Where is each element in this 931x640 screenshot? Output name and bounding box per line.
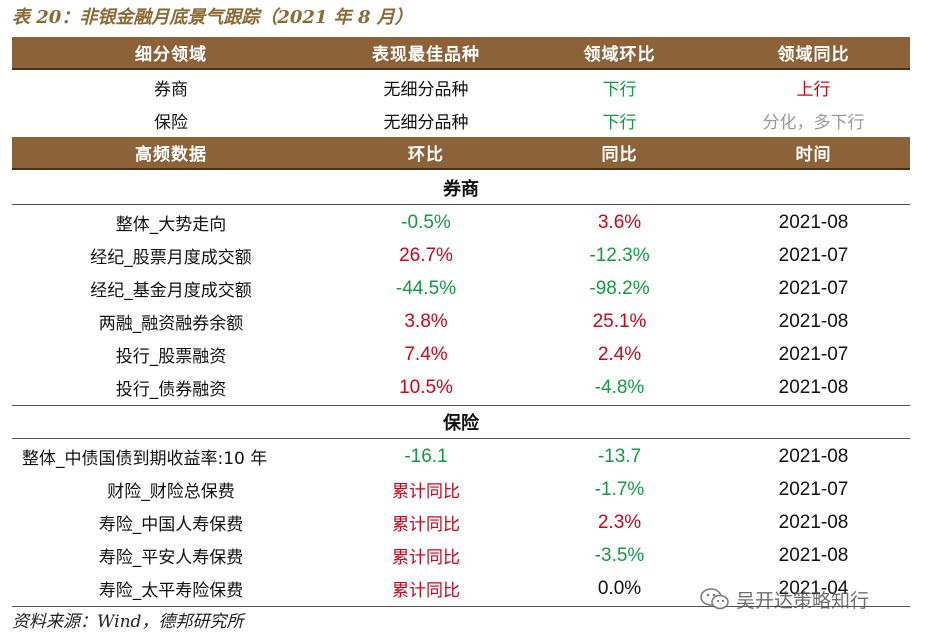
mom-value: 3.8% xyxy=(404,310,448,332)
header-cell: 表现最佳品种 xyxy=(372,45,480,65)
yoy-value: 25.1% xyxy=(592,310,647,332)
time-value: 2021-08 xyxy=(778,511,849,533)
indicator-name: 两融_融资融券余额 xyxy=(98,314,244,334)
yoy-value: 2.4% xyxy=(597,343,642,365)
time-value: 2021-07 xyxy=(778,277,849,299)
indicator-name: 投行_股票融资 xyxy=(115,347,227,367)
time-value: 2021-07 xyxy=(778,343,849,365)
table-row: 两融_融资融券余额 3.8% 25.1% 2021-08 xyxy=(12,305,910,338)
indicator-name: 投行_债券融资 xyxy=(115,380,227,400)
time-value: 2021-08 xyxy=(778,211,849,233)
yoy-value: 3.6% xyxy=(597,211,642,233)
mom-value: -44.5% xyxy=(395,277,457,299)
source-note: 资料来源：Wind，德邦研究所 xyxy=(12,612,244,632)
time-value: 2021-08 xyxy=(778,376,849,398)
mom-value: -16.1 xyxy=(404,445,448,467)
header-cell: 细分领域 xyxy=(135,45,207,65)
table-row: 整体_大势走向 -0.5% 3.6% 2021-08 xyxy=(12,206,910,239)
sector-yoy: 分化，多下行 xyxy=(762,113,865,133)
mom-value: -0.5% xyxy=(401,211,451,233)
table-row: 财险_财险总保费 累计同比 -1.7% 2021-07 xyxy=(12,473,910,506)
sector-name: 保险 xyxy=(154,113,188,133)
table-row: 经纪_基金月度成交额 -44.5% -98.2% 2021-07 xyxy=(12,272,910,305)
header-cell: 环比 xyxy=(408,145,444,165)
table-row: 投行_股票融资 7.4% 2.4% 2021-07 xyxy=(12,338,910,371)
header-cell: 领域环比 xyxy=(583,45,656,65)
table-row: 寿险_平安人寿保费 累计同比 -3.5% 2021-08 xyxy=(12,539,910,572)
time-value: 2021-07 xyxy=(778,478,849,500)
header-cell: 领域同比 xyxy=(777,45,850,65)
wechat-icon xyxy=(700,588,729,610)
time-value: 2021-08 xyxy=(778,544,849,566)
sector-yoy: 上行 xyxy=(796,80,831,100)
indicator-name: 整体_中债国债到期收益率:10 年 xyxy=(22,449,268,469)
section-label-insurance: 保险 xyxy=(12,406,910,439)
time-value: 2021-08 xyxy=(778,445,849,467)
indicator-name: 经纪_股票月度成交额 xyxy=(90,248,252,268)
header-cell: 高频数据 xyxy=(135,145,207,165)
table-title: 表 20：非银金融月底景气跟踪（2021 年 8 月） xyxy=(12,7,413,28)
table-header-highfreq: 高频数据 环比 同比 时间 xyxy=(12,137,910,170)
watermark-text: 吴开达策略知行 xyxy=(736,589,870,612)
mom-value: 累计同比 xyxy=(392,581,460,601)
mom-value: 累计同比 xyxy=(392,482,460,502)
table-row: 寿险_中国人寿保费 累计同比 2.3% 2021-08 xyxy=(12,506,910,539)
sector-mom: 下行 xyxy=(602,80,637,100)
sector-mom: 下行 xyxy=(602,113,637,133)
time-value: 2021-08 xyxy=(778,310,849,332)
yoy-value: -1.7% xyxy=(594,478,645,500)
yoy-value: -13.7 xyxy=(597,445,642,467)
watermark: 吴开达策略知行 xyxy=(700,583,869,615)
header-cell: 同比 xyxy=(601,145,638,165)
indicator-name: 寿险_平安人寿保费 xyxy=(98,548,244,568)
mom-value: 10.5% xyxy=(399,376,453,398)
yoy-value: -4.8% xyxy=(594,376,645,398)
indicator-name: 整体_大势走向 xyxy=(115,215,227,235)
table-header-sector: 细分领域 表现最佳品种 领域环比 领域同比 xyxy=(12,37,910,70)
mom-value: 26.7% xyxy=(399,244,453,266)
indicator-name: 寿险_中国人寿保费 xyxy=(98,515,244,535)
indicator-name: 寿险_太平寿险保费 xyxy=(98,581,244,601)
table-row: 投行_债券融资 10.5% -4.8% 2021-08 xyxy=(12,371,910,404)
header-cell: 时间 xyxy=(795,145,832,165)
table-row: 整体_中债国债到期收益率:10 年 -16.1 -13.7 2021-08 xyxy=(12,440,910,473)
yoy-value: -12.3% xyxy=(589,244,650,266)
yoy-value: -98.2% xyxy=(589,277,650,299)
table-row: 经纪_股票月度成交额 26.7% -12.3% 2021-07 xyxy=(12,239,910,272)
time-value: 2021-07 xyxy=(778,244,849,266)
yoy-value: -3.5% xyxy=(594,544,645,566)
table-row: 寿险_太平寿险保费 累计同比 0.0% 2021-04 xyxy=(12,572,910,605)
indicator-name: 经纪_基金月度成交额 xyxy=(90,281,252,301)
table-row: 券商 无细分品种 下行 上行 xyxy=(12,71,910,104)
time-value: 2021-04 xyxy=(778,577,849,599)
mom-value: 累计同比 xyxy=(392,548,460,568)
mom-value: 7.4% xyxy=(404,343,448,365)
section-label-brokerage: 券商 xyxy=(12,172,910,205)
yoy-value: 2.3% xyxy=(597,511,642,533)
yoy-value: 0.0% xyxy=(597,577,642,599)
table-bottom-border xyxy=(12,606,910,607)
divider xyxy=(12,405,910,406)
indicator-name: 财险_财险总保费 xyxy=(107,482,235,502)
sector-name: 券商 xyxy=(154,80,188,100)
best-variety: 无细分品种 xyxy=(383,80,469,100)
table-row: 保险 无细分品种 下行 分化，多下行 xyxy=(12,104,910,137)
mom-value: 累计同比 xyxy=(392,515,460,535)
best-variety: 无细分品种 xyxy=(383,113,469,133)
